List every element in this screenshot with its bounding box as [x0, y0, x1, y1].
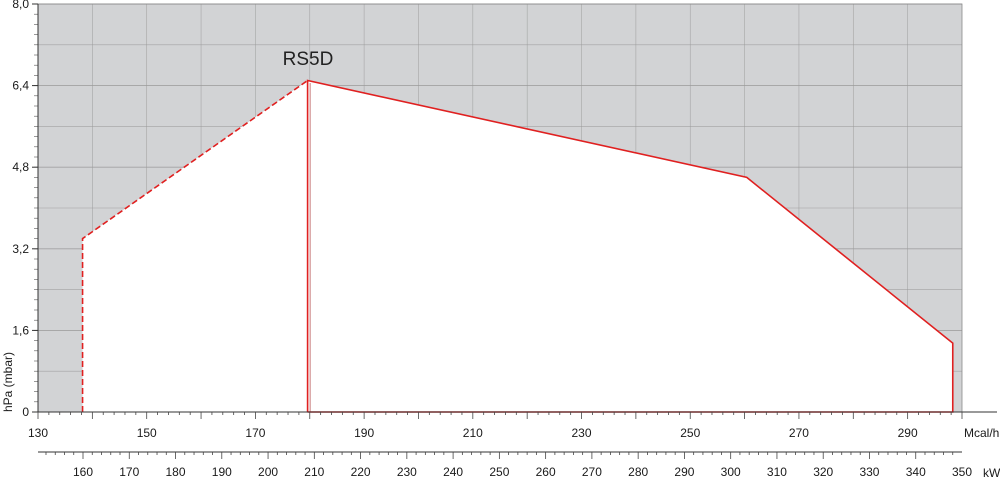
working-field-fill: [82, 80, 953, 412]
x-tick-label-kw: 310: [767, 465, 787, 477]
x-tick-label-mcal: 290: [898, 426, 918, 440]
x-tick-label-mcal: 250: [680, 426, 700, 440]
y-tick-label: 8,0: [12, 0, 29, 11]
x-tick-label-kw: 230: [397, 465, 417, 477]
x-tick-label-kw: 170: [119, 465, 139, 477]
x-tick-label-kw: 350: [952, 465, 972, 477]
x-tick-label-kw: 260: [536, 465, 556, 477]
x-tick-label-mcal: 230: [572, 426, 592, 440]
x-tick-label-kw: 210: [304, 465, 324, 477]
x-tick-label-mcal: 130: [28, 426, 48, 440]
x-tick-label-mcal: 270: [789, 426, 809, 440]
x-tick-label-kw: 250: [489, 465, 509, 477]
x-tick-label-kw: 160: [73, 465, 93, 477]
x-tick-label-mcal: 190: [354, 426, 374, 440]
chart-axes: 0 1,6 3,2 4,8 6,4 8,0 130 150 170 190 210 230 250 270…: [12, 0, 997, 477]
y-tick-label: 3,2: [12, 242, 29, 256]
y-tick-label: 4,8: [12, 160, 29, 174]
x-tick-label-mcal: 150: [137, 426, 157, 440]
x-tick-label-kw: 340: [906, 465, 926, 477]
x-axis-label-mcal: Mcal/h: [964, 426, 999, 440]
x-tick-label-kw: 270: [582, 465, 602, 477]
y-tick-label: 0: [22, 405, 29, 419]
x-tick-label-kw: 330: [859, 465, 879, 477]
x-tick-label-kw: 320: [813, 465, 833, 477]
x-tick-label-kw: 220: [351, 465, 371, 477]
y-axis-label: hPa (mbar): [1, 352, 15, 412]
x-tick-label-kw: 280: [628, 465, 648, 477]
y-tick-label: 1,6: [12, 323, 29, 337]
x-tick-label-kw: 180: [166, 465, 186, 477]
x-tick-label-kw: 290: [674, 465, 694, 477]
x-tick-label-mcal: 210: [463, 426, 483, 440]
y-tick-label: 6,4: [12, 79, 29, 93]
x-tick-label-kw: 240: [443, 465, 463, 477]
working-field-area: [82, 80, 953, 412]
x-tick-label-mcal: 170: [245, 426, 265, 440]
curve-label: RS5D: [283, 49, 334, 70]
x-tick-label-kw: 300: [721, 465, 741, 477]
x-tick-label-kw: 200: [258, 465, 278, 477]
curve-dashed-segment: [81, 79, 309, 412]
x-axis-label-kw: kW: [983, 466, 1000, 477]
x-tick-label-kw: 190: [212, 465, 232, 477]
